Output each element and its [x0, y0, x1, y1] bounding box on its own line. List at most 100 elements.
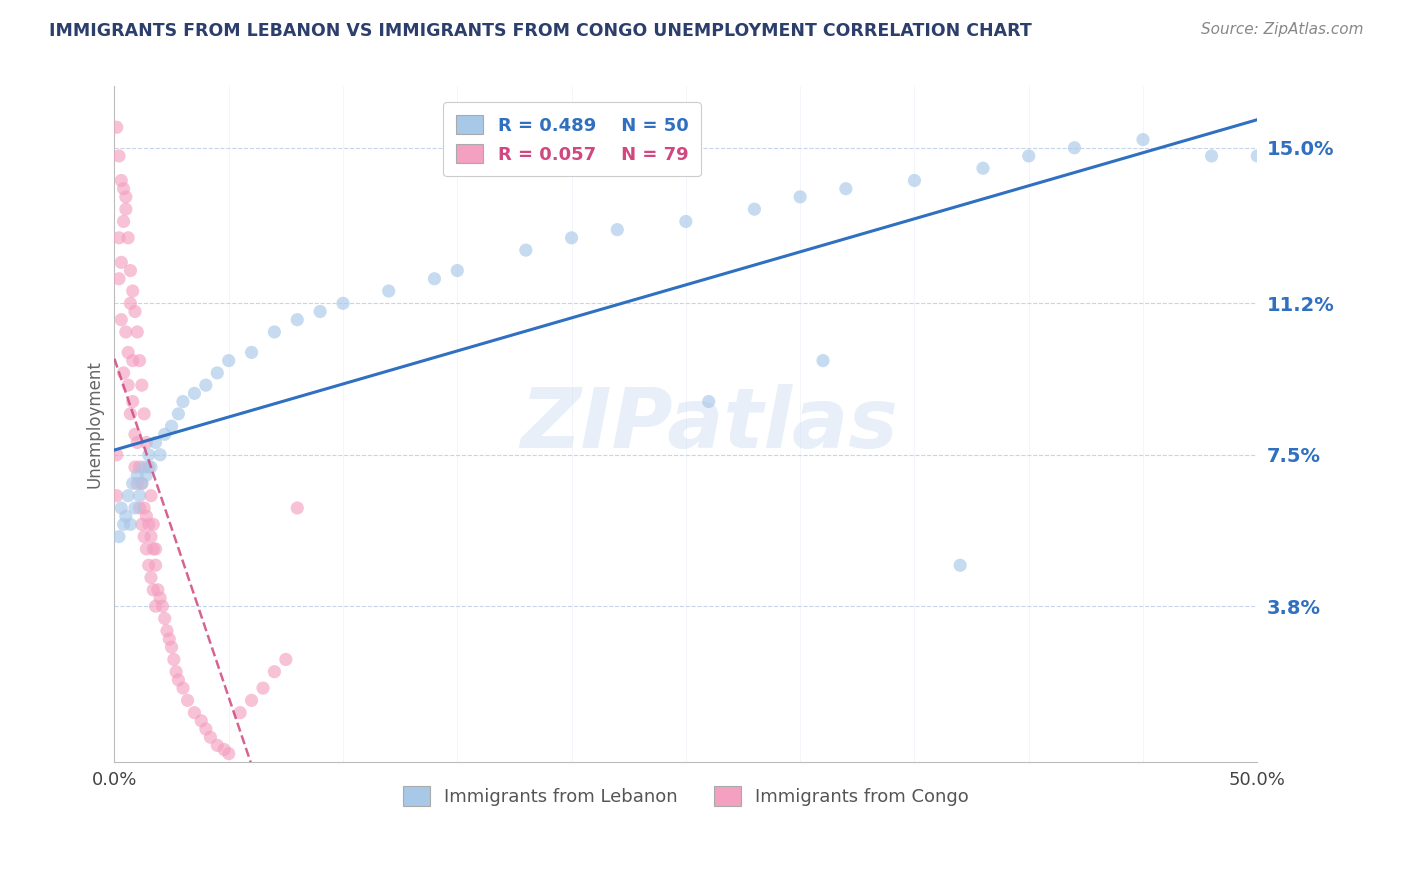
Point — [139, 570, 162, 584]
Point — [309, 304, 332, 318]
Point — [183, 386, 205, 401]
Point — [153, 611, 176, 625]
Point — [112, 366, 135, 380]
Point — [117, 345, 139, 359]
Point — [124, 304, 146, 318]
Point — [903, 173, 925, 187]
Point — [124, 460, 146, 475]
Point — [108, 231, 131, 245]
Point — [167, 673, 190, 687]
Point — [200, 730, 222, 744]
Point — [183, 706, 205, 720]
Point — [229, 706, 252, 720]
Point — [134, 460, 156, 475]
Point — [115, 325, 138, 339]
Point — [135, 468, 157, 483]
Legend: Immigrants from Lebanon, Immigrants from Congo: Immigrants from Lebanon, Immigrants from… — [395, 780, 976, 814]
Point — [153, 427, 176, 442]
Point — [157, 632, 180, 646]
Point — [134, 500, 156, 515]
Point — [121, 476, 143, 491]
Point — [145, 558, 167, 573]
Text: Source: ZipAtlas.com: Source: ZipAtlas.com — [1201, 22, 1364, 37]
Point — [128, 500, 150, 515]
Point — [176, 693, 198, 707]
Point — [240, 345, 263, 359]
Point — [207, 739, 229, 753]
Point — [127, 468, 149, 483]
Point — [108, 149, 131, 163]
Point — [744, 202, 766, 216]
Point — [115, 509, 138, 524]
Y-axis label: Unemployment: Unemployment — [86, 360, 103, 488]
Point — [120, 263, 142, 277]
Point — [218, 353, 240, 368]
Point — [120, 517, 142, 532]
Point — [142, 517, 165, 532]
Point — [165, 665, 187, 679]
Point — [675, 214, 697, 228]
Point — [332, 296, 354, 310]
Point — [446, 263, 468, 277]
Point — [138, 517, 160, 532]
Point — [240, 693, 263, 707]
Point — [1246, 149, 1268, 163]
Point — [274, 652, 297, 666]
Point — [131, 378, 153, 392]
Point — [110, 500, 132, 515]
Point — [285, 500, 308, 515]
Point — [128, 489, 150, 503]
Point — [149, 591, 172, 605]
Point — [134, 530, 156, 544]
Point — [108, 530, 131, 544]
Point — [145, 435, 167, 450]
Point — [134, 407, 156, 421]
Point — [285, 312, 308, 326]
Point — [112, 214, 135, 228]
Text: ZIPatlas: ZIPatlas — [520, 384, 897, 465]
Point — [124, 500, 146, 515]
Point — [117, 378, 139, 392]
Point — [811, 353, 834, 368]
Point — [142, 541, 165, 556]
Point — [131, 476, 153, 491]
Point — [115, 202, 138, 216]
Point — [207, 366, 229, 380]
Point — [127, 325, 149, 339]
Point — [105, 120, 128, 135]
Point — [160, 640, 183, 655]
Point — [121, 284, 143, 298]
Point — [156, 624, 179, 638]
Point — [142, 582, 165, 597]
Point — [172, 394, 194, 409]
Point — [160, 419, 183, 434]
Point — [145, 599, 167, 614]
Point — [252, 681, 274, 695]
Point — [105, 489, 128, 503]
Point — [124, 427, 146, 442]
Point — [120, 296, 142, 310]
Point — [561, 231, 583, 245]
Point — [212, 742, 235, 756]
Point — [117, 489, 139, 503]
Point — [152, 599, 174, 614]
Point — [110, 173, 132, 187]
Point — [167, 407, 190, 421]
Point — [135, 541, 157, 556]
Point — [172, 681, 194, 695]
Point — [110, 255, 132, 269]
Point — [131, 517, 153, 532]
Point — [697, 394, 720, 409]
Point — [1063, 141, 1085, 155]
Point — [377, 284, 399, 298]
Point — [127, 476, 149, 491]
Point — [606, 222, 628, 236]
Point — [789, 190, 811, 204]
Point — [1018, 149, 1040, 163]
Point — [138, 448, 160, 462]
Point — [121, 394, 143, 409]
Point — [105, 448, 128, 462]
Point — [121, 353, 143, 368]
Point — [112, 182, 135, 196]
Point — [139, 489, 162, 503]
